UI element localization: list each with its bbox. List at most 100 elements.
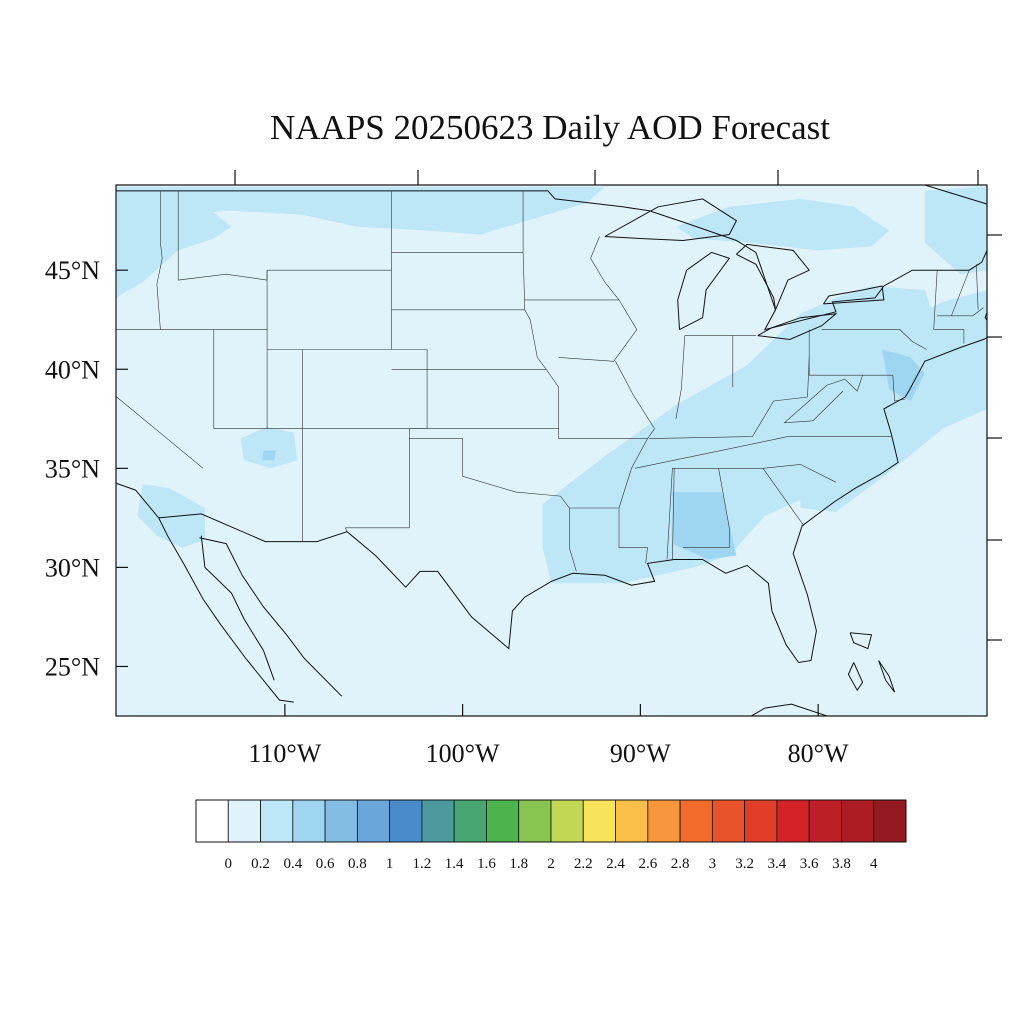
map-frame: [115, 184, 988, 717]
colorbar-swatch: [582, 799, 616, 843]
colorbar-label: 3: [709, 856, 717, 872]
latitude-label: 30°N: [45, 553, 100, 582]
state-boundary: [569, 507, 648, 564]
longitude-label: 100°W: [426, 739, 500, 768]
state-boundary: [345, 527, 348, 532]
colorbar-label: 2: [547, 856, 555, 872]
mexico-coastline: [158, 517, 294, 703]
colorbar-label: 1.6: [477, 856, 496, 872]
colorbar-swatch: [518, 799, 552, 843]
colorbar-label: 1.2: [413, 856, 432, 872]
colorbar-label: 0.2: [251, 856, 270, 872]
state-boundary: [666, 467, 730, 560]
colorbar-swatch: [615, 799, 649, 843]
state-boundary: [558, 236, 638, 362]
colorbar-swatch: [647, 799, 681, 843]
state-boundary: [937, 307, 984, 317]
colorbar-swatch: [550, 799, 584, 843]
state-boundary: [933, 329, 965, 344]
colorbar-swatch: [195, 799, 229, 843]
aod-region: [924, 187, 987, 275]
aod-region: [542, 286, 943, 584]
colorbar-swatch: [292, 799, 326, 843]
colorbar-swatch: [486, 799, 520, 843]
colorbar-label: 2.6: [638, 856, 657, 872]
colorbar-label: 0.6: [316, 856, 335, 872]
state-boundary: [783, 375, 863, 424]
colorbar-swatch: [679, 799, 713, 843]
colorbar-swatch: [356, 799, 391, 843]
colorbar-swatch: [421, 799, 455, 843]
state-boundary: [649, 357, 810, 439]
latitude-label: 40°N: [45, 355, 100, 384]
state-boundary: [808, 329, 893, 376]
aod-region: [672, 492, 737, 560]
state-boundary: [672, 468, 675, 560]
colorbar-swatch: [324, 799, 358, 843]
state-boundary: [675, 335, 686, 419]
colorbar-label: 2.4: [606, 856, 625, 872]
colorbar-swatch: [873, 799, 907, 843]
state-boundary: [892, 375, 906, 402]
latitude-label: 25°N: [45, 652, 100, 681]
colorbar-label: 1: [386, 856, 394, 872]
state-boundary: [951, 270, 970, 316]
state-boundary: [522, 190, 559, 439]
sonora-coastline: [199, 537, 343, 697]
aod-shading-layer: [116, 187, 987, 584]
colorbar-swatch: [744, 799, 778, 843]
latitude-label: 45°N: [45, 256, 100, 285]
colorbar-label: 0.8: [348, 856, 367, 872]
vancouver-island-coastline: [9, 185, 50, 205]
colorbar-swatch: [453, 799, 487, 843]
state-boundary: [116, 396, 204, 469]
colorbar-swatch: [260, 799, 294, 843]
state-boundary: [177, 190, 392, 281]
colorbar-label: 2.8: [671, 856, 690, 872]
colorbar-label: 4: [870, 856, 878, 872]
aod-region: [882, 349, 925, 401]
aod-region: [160, 187, 605, 235]
colorbar-swatch: [711, 799, 746, 843]
latitude-labels: 45°N 40°N 35°N 30°N 25°N: [45, 256, 100, 681]
colorbar-swatch: [227, 799, 261, 843]
great-lake-shoreline: [757, 313, 838, 341]
colorbar-swatch: [841, 799, 875, 843]
colorbar-label: 1.8: [509, 856, 528, 872]
colorbar-swatch: [808, 799, 842, 843]
colorbar-frame: [195, 799, 907, 843]
colorbar-label: 3.2: [735, 856, 754, 872]
colorbar-swatch: [776, 799, 810, 843]
axis-ticks: [116, 170, 1002, 716]
colorbar-label: 3.8: [832, 856, 851, 872]
great-lake-shoreline: [736, 243, 810, 312]
longitude-label: 110°W: [248, 739, 321, 768]
state-boundary: [718, 464, 837, 483]
great-lake-shoreline: [823, 285, 885, 305]
aod-region: [137, 484, 205, 548]
island-coastline: [849, 632, 873, 650]
us-coastline: [116, 310, 987, 664]
colorbar-label: 0.4: [283, 856, 302, 872]
map-title: NAAPS 20250623 Daily AOD Forecast: [270, 108, 830, 147]
aod-region: [240, 426, 298, 469]
state-boundary-layer: [116, 190, 984, 572]
colorbar-label: 3.4: [768, 856, 787, 872]
colorbar: 0 0.2 0.4 0.6 0.8 1 1.2 1.4 1.6 1.8 2 2.2 2.4 2.6 2.8 3…: [195, 799, 907, 872]
latitude-label: 35°N: [45, 454, 100, 483]
us-canada-border: [116, 190, 987, 331]
state-boundary: [634, 436, 891, 469]
colorbar-label: 1.4: [445, 856, 464, 872]
longitude-label: 90°W: [610, 739, 671, 768]
aod-region: [261, 450, 276, 461]
island-coastline: [750, 703, 829, 716]
colorbar-label: 2.2: [574, 856, 593, 872]
state-boundary: [156, 190, 163, 330]
state-boundary: [762, 468, 805, 526]
great-lake-shoreline: [604, 198, 738, 242]
state-boundary: [976, 264, 979, 310]
colorbar-label: 0: [225, 856, 233, 872]
state-boundary: [615, 361, 655, 509]
aod-region: [116, 187, 232, 298]
